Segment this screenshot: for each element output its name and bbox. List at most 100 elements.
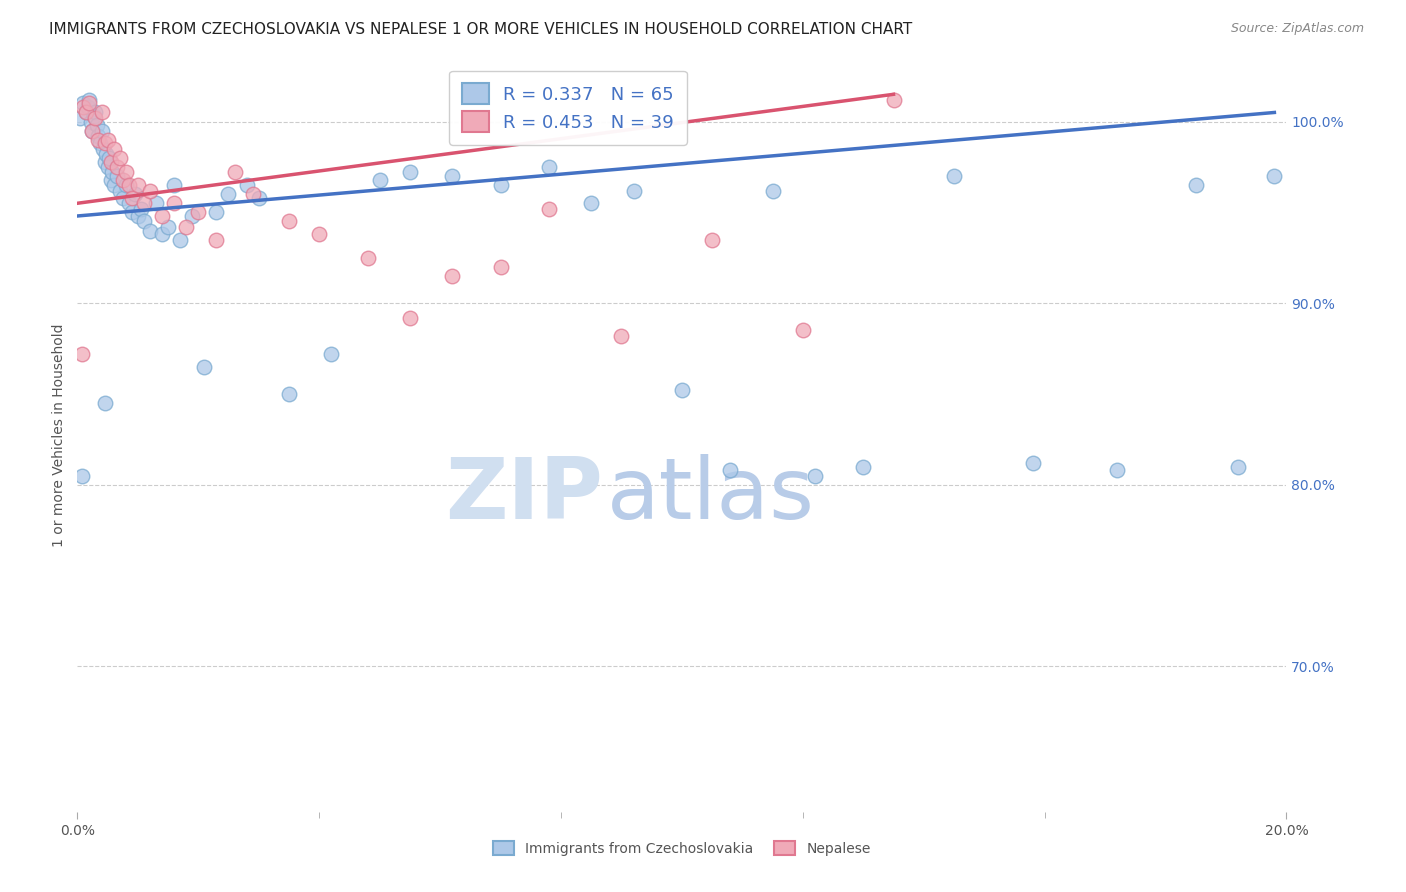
Point bbox=[108, 184, 131, 198]
Point bbox=[111, 191, 134, 205]
Point bbox=[157, 219, 180, 234]
Point bbox=[187, 205, 209, 219]
Point bbox=[75, 105, 97, 120]
Point bbox=[368, 172, 391, 186]
Point bbox=[1107, 463, 1129, 477]
Point bbox=[181, 209, 204, 223]
Point bbox=[77, 100, 100, 114]
Point bbox=[91, 142, 114, 156]
Point bbox=[852, 459, 875, 474]
Point bbox=[96, 133, 118, 147]
Point bbox=[610, 329, 633, 343]
Point bbox=[883, 93, 905, 107]
Point bbox=[93, 396, 115, 410]
Point bbox=[247, 191, 270, 205]
Point bbox=[278, 387, 301, 401]
Point bbox=[100, 154, 122, 169]
Point bbox=[108, 151, 131, 165]
Text: Source: ZipAtlas.com: Source: ZipAtlas.com bbox=[1230, 22, 1364, 36]
Point bbox=[93, 154, 115, 169]
Point bbox=[84, 111, 107, 125]
Point bbox=[75, 105, 97, 120]
Point bbox=[489, 178, 512, 193]
Point bbox=[1263, 169, 1285, 183]
Point bbox=[69, 111, 91, 125]
Point bbox=[70, 468, 93, 483]
Point bbox=[93, 136, 115, 151]
Point bbox=[399, 310, 422, 325]
Point bbox=[96, 147, 118, 161]
Point bbox=[90, 105, 112, 120]
Point bbox=[671, 384, 693, 398]
Point bbox=[193, 359, 215, 374]
Point bbox=[101, 165, 124, 179]
Point bbox=[82, 123, 104, 137]
Point bbox=[114, 178, 136, 193]
Point bbox=[90, 123, 112, 137]
Point bbox=[308, 227, 330, 242]
Point bbox=[89, 136, 111, 151]
Point bbox=[205, 233, 228, 247]
Point bbox=[97, 151, 120, 165]
Point bbox=[83, 109, 105, 123]
Point bbox=[79, 96, 101, 111]
Text: IMMIGRANTS FROM CZECHOSLOVAKIA VS NEPALESE 1 OR MORE VEHICLES IN HOUSEHOLD CORRE: IMMIGRANTS FROM CZECHOSLOVAKIA VS NEPALE… bbox=[49, 22, 912, 37]
Point bbox=[105, 160, 128, 174]
Point bbox=[87, 129, 110, 144]
Point bbox=[129, 202, 152, 216]
Point bbox=[79, 93, 101, 107]
Point bbox=[163, 178, 186, 193]
Point bbox=[537, 202, 560, 216]
Point bbox=[702, 233, 724, 247]
Legend: Immigrants from Czechoslovakia, Nepalese: Immigrants from Czechoslovakia, Nepalese bbox=[488, 836, 876, 862]
Point bbox=[718, 463, 741, 477]
Point bbox=[1227, 459, 1250, 474]
Point bbox=[581, 196, 603, 211]
Point bbox=[169, 233, 191, 247]
Point bbox=[121, 191, 143, 205]
Point bbox=[118, 196, 141, 211]
Text: atlas: atlas bbox=[607, 454, 815, 537]
Point bbox=[70, 347, 93, 361]
Point bbox=[943, 169, 966, 183]
Point bbox=[224, 165, 246, 179]
Point bbox=[804, 468, 827, 483]
Point bbox=[205, 205, 228, 219]
Point bbox=[174, 219, 197, 234]
Text: ZIP: ZIP bbox=[446, 454, 603, 537]
Point bbox=[139, 184, 162, 198]
Point bbox=[72, 100, 94, 114]
Point bbox=[124, 187, 146, 202]
Point bbox=[127, 209, 149, 223]
Point bbox=[87, 133, 110, 147]
Point bbox=[82, 123, 104, 137]
Point bbox=[441, 268, 464, 283]
Point bbox=[132, 214, 155, 228]
Point bbox=[96, 160, 118, 174]
Point bbox=[163, 196, 186, 211]
Point bbox=[86, 118, 108, 132]
Point bbox=[105, 169, 128, 183]
Point bbox=[114, 165, 136, 179]
Point bbox=[145, 196, 167, 211]
Point bbox=[121, 205, 143, 219]
Point bbox=[118, 178, 141, 193]
Point bbox=[356, 251, 378, 265]
Point bbox=[321, 347, 343, 361]
Point bbox=[242, 187, 264, 202]
Point bbox=[762, 184, 785, 198]
Point bbox=[150, 209, 173, 223]
Point bbox=[235, 178, 257, 193]
Point bbox=[792, 323, 814, 337]
Point bbox=[100, 172, 122, 186]
Point bbox=[150, 227, 173, 242]
Point bbox=[127, 178, 149, 193]
Point bbox=[132, 196, 155, 211]
Point bbox=[278, 214, 301, 228]
Point bbox=[84, 105, 107, 120]
Point bbox=[1185, 178, 1208, 193]
Point bbox=[111, 172, 134, 186]
Point bbox=[489, 260, 512, 274]
Y-axis label: 1 or more Vehicles in Household: 1 or more Vehicles in Household bbox=[52, 323, 66, 547]
Point bbox=[537, 160, 560, 174]
